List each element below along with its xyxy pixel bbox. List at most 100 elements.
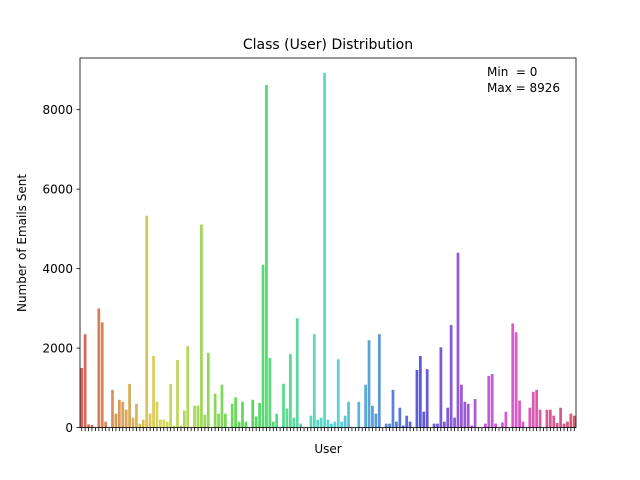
bar-user-36 [203,414,207,428]
bar-user-127 [514,332,518,428]
bar-user-34 [196,405,200,428]
bar-user-1 [83,334,87,428]
x-axis-label: User [314,442,341,456]
bar-user-39 [213,393,217,428]
bar-user-144 [572,415,576,428]
bar-user-3 [90,424,94,428]
bar-user-128 [518,400,521,428]
bar-user-15 [131,417,135,428]
bar-user-13 [124,409,128,428]
bar-user-31 [186,346,190,428]
bar-user-141 [562,423,566,428]
bar-user-76 [340,421,344,428]
bar-user-85 [371,405,374,428]
bar-user-20 [148,413,152,428]
bar-user-44 [230,403,234,428]
bar-user-86 [374,413,378,428]
bar-user-6 [100,322,104,428]
bar-user-7 [104,421,108,428]
bar-user-91 [391,389,395,428]
bar-user-0 [80,367,84,428]
bar-user-99 [418,356,422,428]
bar-user-81 [357,401,361,428]
bar-user-67 [309,415,313,428]
bar-user-87 [377,334,381,428]
plot-frame [79,57,577,429]
y-tick-label: 4000 [42,262,73,276]
bar-user-73 [330,423,333,428]
bar-user-64 [299,423,303,428]
bar-user-93 [398,407,402,428]
bar-user-114 [470,425,474,428]
bar-user-136 [545,409,549,428]
bar-user-100 [422,411,426,428]
bar-user-104 [436,423,439,428]
bar-user-26 [169,383,173,428]
bar-user-27 [172,425,176,428]
bar-user-60 [285,408,289,428]
bar-user-75 [336,359,340,428]
bar-user-42 [224,413,227,428]
bar-user-18 [141,419,145,428]
y-tick-label: 8000 [42,103,73,117]
bar-user-68 [312,334,316,428]
bar-user-95 [405,415,409,428]
bar-user-14 [128,383,131,428]
bar-user-139 [555,422,559,428]
bar-user-10 [114,413,118,428]
bar-user-47 [241,401,244,428]
bar-user-110 [456,252,460,428]
bar-user-77 [343,415,347,428]
bar-user-35 [200,224,203,428]
bar-user-12 [121,401,125,428]
y-tick-label: 0 [65,421,73,435]
bar-user-11 [117,399,121,428]
bar-user-70 [319,417,323,428]
bar-user-41 [220,384,224,428]
bar-user-119 [487,375,491,428]
bar-user-94 [401,425,405,428]
bar-user-62 [292,417,296,428]
max-annotation: Max = 8926 [487,81,560,95]
bar-user-23 [159,419,162,428]
bar-user-40 [217,413,220,428]
bar-user-143 [569,413,573,428]
bar-user-24 [162,419,166,428]
bar-user-101 [425,369,429,428]
bar-user-16 [135,403,138,428]
bar-user-25 [165,421,169,428]
bar-user-74 [333,421,337,428]
y-tick-label: 6000 [42,182,73,196]
bar-user-142 [566,421,569,428]
bar-user-19 [145,215,149,428]
bar-user-120 [490,373,494,428]
bar-user-69 [316,419,320,428]
bar-user-55 [268,358,272,428]
bar-user-103 [432,423,436,428]
bar-user-54 [265,85,268,428]
bar-user-96 [408,421,412,428]
bar-user-28 [176,360,179,428]
bar-user-59 [282,383,285,428]
bar-user-29 [179,425,183,428]
bar-user-45 [234,397,238,428]
bar-user-72 [326,419,330,428]
bar-user-22 [155,401,159,428]
bar-user-30 [182,410,186,428]
bar-user-78 [347,401,350,428]
bar-user-134 [538,409,542,428]
bar-user-124 [504,411,508,428]
x-axis-ticks [81,427,575,432]
bar-user-51 [254,416,258,428]
bar-user-63 [295,318,299,428]
bar-user-123 [501,422,504,428]
bar-user-57 [275,413,279,428]
bar-user-37 [206,352,210,428]
bars-group [80,72,576,428]
bar-user-133 [535,389,539,428]
bar-user-9 [111,389,114,428]
bar-user-121 [494,423,497,428]
bar-user-92 [395,421,398,428]
